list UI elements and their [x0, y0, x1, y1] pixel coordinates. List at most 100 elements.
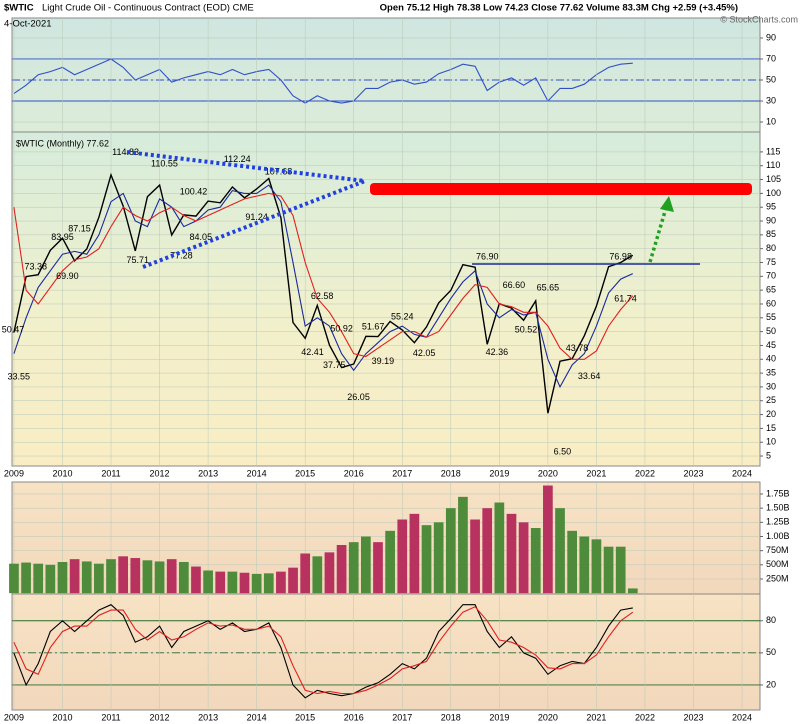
volume-bar — [21, 562, 31, 594]
price-annotation: 77.28 — [170, 251, 193, 261]
x-tick-label: 2013 — [198, 712, 218, 722]
volume-bar — [458, 496, 468, 594]
y-tick-label: 500M — [766, 559, 789, 569]
symbol: $WTIC — [4, 3, 34, 14]
volume-bar — [154, 561, 165, 594]
volume-bar — [300, 553, 311, 594]
y-tick-label: 50 — [766, 74, 776, 84]
volume-bar — [178, 561, 189, 594]
x-tick-label: 2009 — [4, 468, 24, 478]
volume-bar — [94, 563, 104, 594]
volume-bar — [81, 561, 92, 594]
price-annotation: 50.92 — [330, 323, 353, 333]
y-tick-label: 75 — [766, 257, 776, 267]
price-annotation: 76.98 — [609, 251, 632, 261]
volume-bar — [106, 559, 116, 594]
price-annotation: 39.19 — [372, 356, 395, 366]
volume-bar — [276, 571, 286, 594]
y-tick-label: 80 — [766, 243, 776, 253]
y-tick-label: 25 — [766, 395, 776, 405]
price-annotation: 76.90 — [476, 252, 499, 262]
y-tick-label: 105 — [766, 174, 781, 184]
price-annotation: 50.52 — [515, 325, 538, 335]
volume-bar — [118, 556, 129, 594]
volume-bar — [312, 556, 323, 594]
price-annotation: 100.42 — [180, 187, 208, 197]
x-tick-label: 2017 — [392, 468, 412, 478]
price-annotation: 69.90 — [56, 271, 79, 281]
series-line — [13, 606, 634, 695]
triangle-top-line — [126, 150, 366, 183]
price-annotation: 75.71 — [126, 255, 149, 265]
volume-bar — [555, 508, 565, 594]
volume-bar — [45, 564, 56, 594]
y-tick-label: 70 — [766, 271, 776, 281]
volume-bar — [615, 546, 626, 594]
volume-bar — [579, 536, 590, 594]
date: 4-Oct-2021 — [4, 19, 52, 30]
y-tick-label: 35 — [766, 367, 776, 377]
y-tick-label: 750M — [766, 545, 789, 555]
volume-bar — [348, 542, 359, 594]
volume-bar — [518, 522, 529, 594]
volume-bar — [203, 570, 213, 594]
x-tick-label: 2019 — [489, 468, 509, 478]
volume-bar — [482, 508, 493, 594]
y-tick-label: 45 — [766, 340, 776, 350]
price-annotation: 65.65 — [537, 283, 560, 293]
y-tick-label: 95 — [766, 202, 776, 212]
x-tick-label: 2020 — [538, 468, 558, 478]
x-tick-label: 2012 — [150, 468, 170, 478]
series-line — [13, 184, 634, 389]
x-tick-label: 2022 — [635, 468, 655, 478]
y-tick-label: 30 — [766, 95, 776, 105]
price-annotation: 42.41 — [301, 347, 324, 357]
y-tick-label: 30 — [766, 381, 776, 391]
volume-bar — [530, 528, 541, 594]
price-annotation: 61.74 — [614, 294, 637, 304]
x-tick-label: 2018 — [441, 468, 461, 478]
volume-bar — [385, 530, 395, 594]
volume-bar — [627, 588, 638, 594]
volume-bar — [263, 573, 274, 594]
y-tick-label: 50 — [766, 647, 776, 657]
x-tick-label: 2010 — [52, 712, 72, 722]
x-tick-label: 2012 — [150, 712, 170, 722]
copyright: © StockCharts.com — [720, 14, 798, 24]
x-tick-label: 2023 — [683, 712, 703, 722]
plots: 10 30 50 70 90 5 10 15 20 25 30 35 40 45 50 55 60 65 70 75 8… — [2, 18, 790, 722]
y-tick-label: 40 — [766, 354, 776, 364]
price-annotation: 66.60 — [503, 280, 526, 290]
stochastic-panel — [11, 593, 761, 711]
volume-bar — [227, 571, 238, 594]
target-arrowhead — [660, 196, 674, 212]
volume-bar — [9, 563, 19, 594]
volume-bar — [470, 519, 480, 594]
y-tick-label: 100 — [766, 188, 781, 198]
x-tick-label: 2021 — [586, 712, 606, 722]
triangle-bottom-line — [142, 179, 366, 269]
series-line — [13, 192, 634, 360]
y-tick-label: 65 — [766, 285, 776, 295]
price-annotation: 42.36 — [486, 347, 509, 357]
series-line — [13, 58, 633, 104]
price-annotation: 91.24 — [245, 212, 268, 222]
x-tick-label: 2019 — [489, 712, 509, 722]
price-annotation: 50.47 — [2, 325, 25, 335]
price-annotation: 33.64 — [578, 371, 601, 381]
x-tick-label: 2016 — [344, 468, 364, 478]
x-tick-label: 2011 — [101, 468, 120, 478]
volume-bar — [433, 522, 444, 594]
volume-bar — [397, 519, 408, 594]
price-annotation: 87.15 — [68, 223, 91, 233]
x-tick-label: 2011 — [101, 712, 120, 722]
x-tick-label: 2009 — [4, 712, 24, 722]
volume-bar — [373, 542, 383, 594]
price-annotation: 42.05 — [413, 348, 436, 358]
y-tick-label: 70 — [766, 53, 776, 63]
volume-bar — [543, 485, 553, 594]
y-tick-label: 85 — [766, 229, 776, 239]
volume-bar — [239, 572, 250, 594]
annotations-drawn — [126, 150, 752, 269]
price-annotation: 33.55 — [8, 371, 31, 381]
